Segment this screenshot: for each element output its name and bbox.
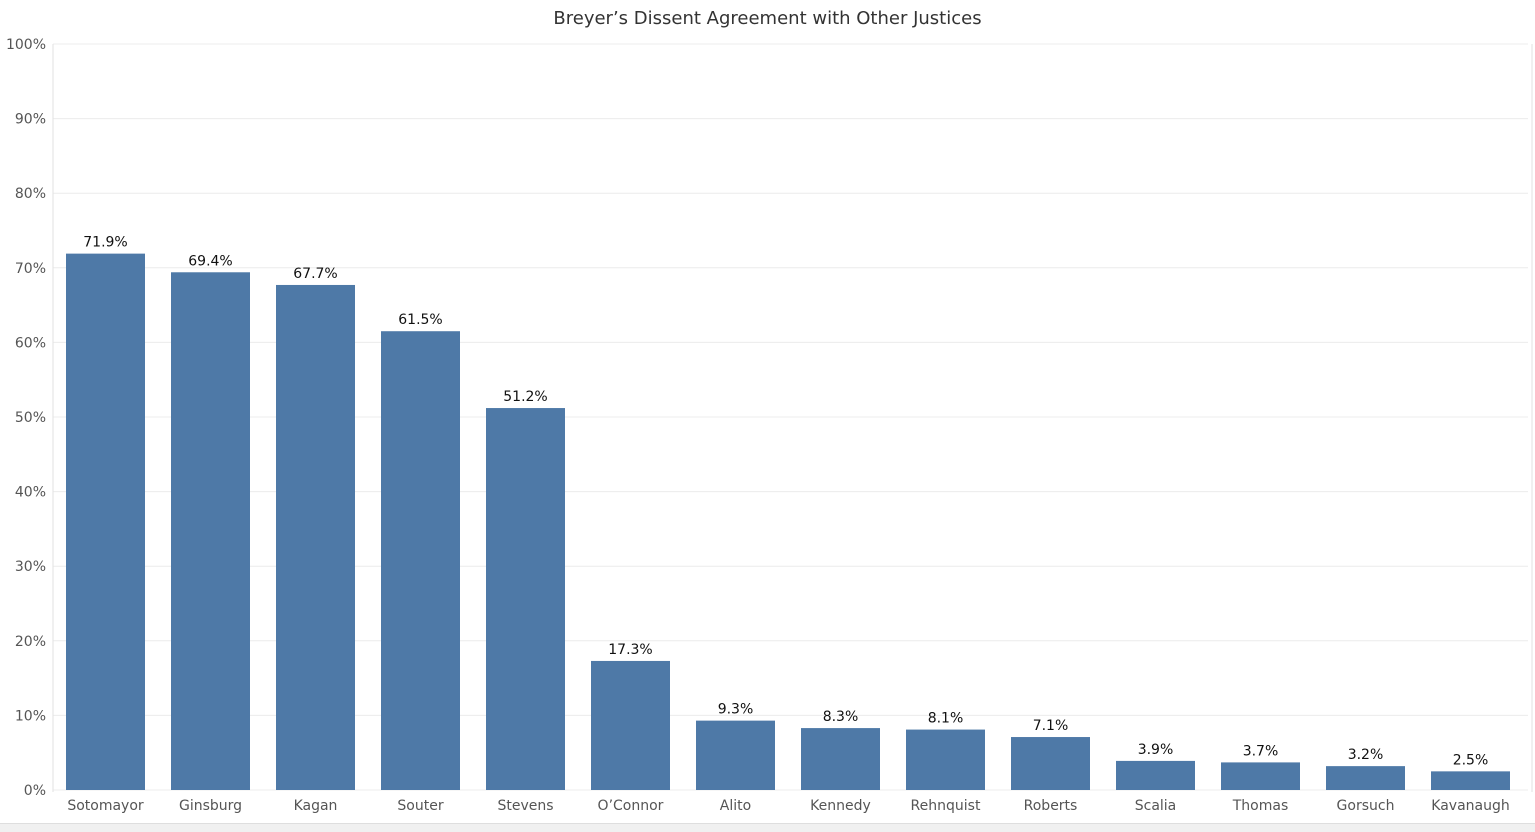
x-tick-label: Rehnquist — [911, 798, 981, 814]
bar — [1116, 760, 1195, 790]
bar — [1326, 766, 1405, 790]
x-tick-label: Roberts — [1024, 798, 1078, 814]
data-label: 17.3% — [608, 642, 652, 658]
x-tick-label: Stevens — [497, 798, 553, 814]
bottom-scroll-strip — [0, 823, 1535, 832]
data-label: 8.3% — [823, 709, 859, 725]
x-tick-label: Thomas — [1232, 798, 1289, 814]
bar — [591, 660, 670, 790]
data-label: 8.1% — [928, 711, 964, 727]
bar — [696, 720, 775, 790]
bar — [1011, 737, 1090, 790]
bar — [276, 284, 355, 790]
data-label: 69.4% — [188, 253, 232, 269]
x-tick-label: Kavanaugh — [1431, 798, 1509, 814]
y-tick-label: 90% — [15, 112, 46, 128]
bar — [381, 331, 460, 790]
data-label: 67.7% — [293, 266, 337, 282]
x-tick-label: Kennedy — [810, 798, 871, 814]
y-tick-label: 100% — [6, 37, 46, 53]
y-tick-label: 10% — [15, 708, 46, 724]
x-tick-label: Sotomayor — [67, 798, 144, 814]
y-tick-label: 50% — [15, 410, 46, 426]
x-tick-label: Ginsburg — [179, 798, 242, 814]
data-label: 61.5% — [398, 312, 442, 328]
y-tick-label: 0% — [24, 783, 46, 799]
bar — [171, 272, 250, 790]
y-tick-label: 80% — [15, 186, 46, 202]
data-label: 9.3% — [718, 702, 754, 718]
bar — [1221, 762, 1300, 790]
y-tick-label: 30% — [15, 559, 46, 575]
bar — [1431, 771, 1510, 790]
x-tick-label: Alito — [720, 798, 751, 814]
data-label: 2.5% — [1453, 752, 1489, 768]
data-label: 51.2% — [503, 389, 547, 405]
x-tick-label: Scalia — [1135, 798, 1177, 814]
data-label: 3.9% — [1138, 742, 1174, 758]
data-label: 3.2% — [1348, 747, 1384, 763]
x-tick-label: O’Connor — [598, 798, 664, 814]
chart-title: Breyer’s Dissent Agreement with Other Ju… — [553, 8, 982, 29]
bar — [801, 728, 880, 790]
y-tick-label: 20% — [15, 634, 46, 650]
bar — [66, 253, 145, 791]
data-label: 3.7% — [1243, 743, 1279, 759]
bar — [906, 729, 985, 790]
x-tick-label: Gorsuch — [1337, 798, 1395, 814]
y-tick-label: 40% — [15, 485, 46, 501]
data-label: 7.1% — [1033, 718, 1069, 734]
bar — [486, 408, 565, 790]
x-tick-label: Souter — [397, 798, 443, 814]
data-label: 71.9% — [83, 235, 127, 251]
y-tick-label: 70% — [15, 261, 46, 277]
y-tick-label: 60% — [15, 335, 46, 351]
x-tick-label: Kagan — [294, 798, 338, 814]
